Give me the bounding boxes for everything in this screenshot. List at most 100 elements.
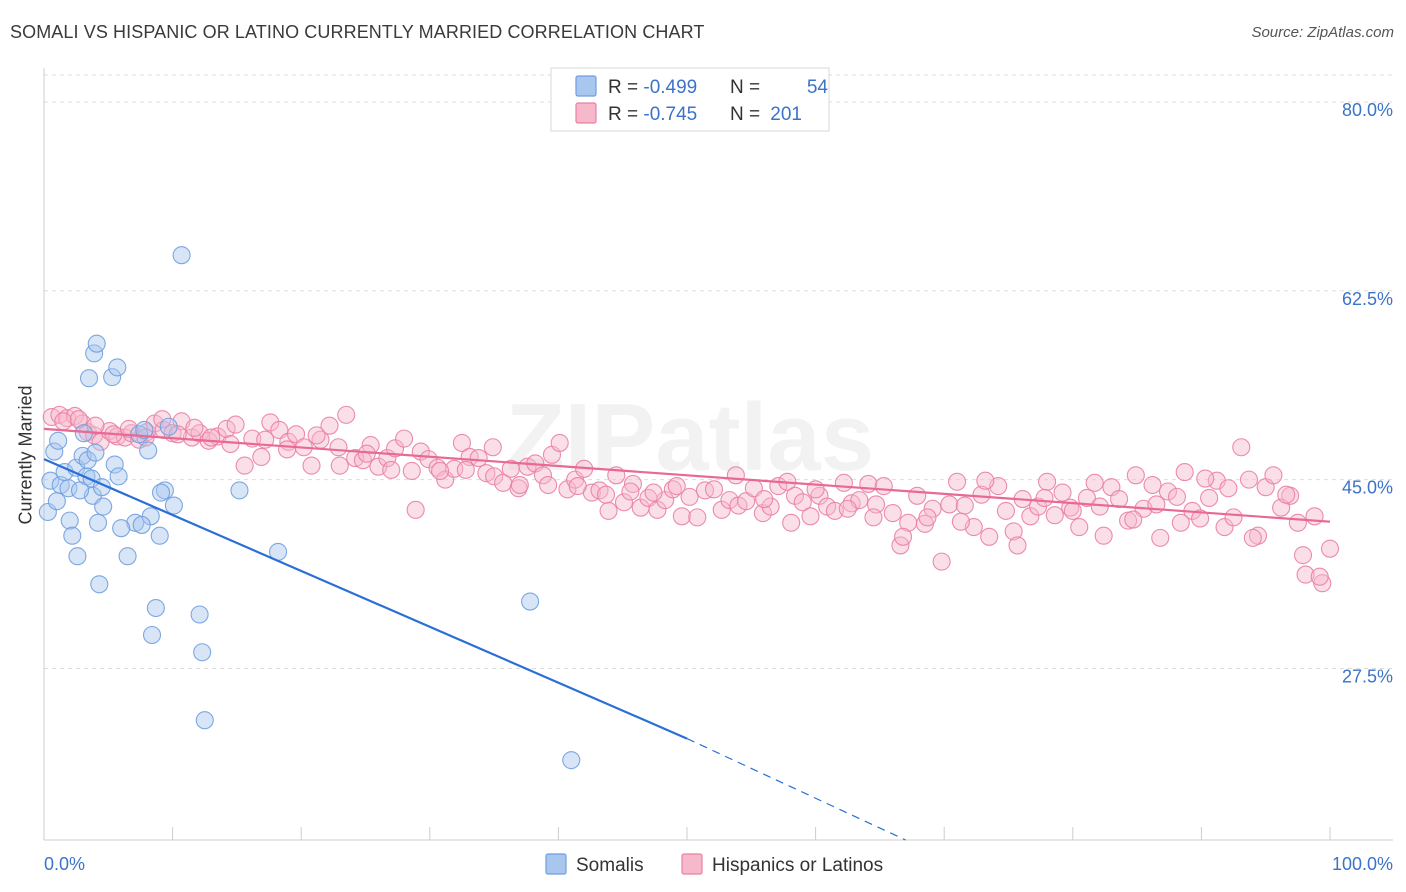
- point-hispanic: [539, 475, 558, 495]
- point-hispanic: [386, 439, 405, 458]
- point-hispanic: [755, 489, 774, 509]
- point-somali: [87, 334, 106, 353]
- point-somali: [60, 511, 79, 530]
- point-hispanic: [1239, 470, 1259, 489]
- point-hispanic: [782, 513, 801, 532]
- point-somali: [135, 420, 154, 440]
- point-somali: [103, 368, 122, 387]
- point-hispanic: [996, 501, 1015, 520]
- point-hispanic: [307, 426, 326, 445]
- point-somali: [195, 711, 214, 730]
- point-hispanic: [621, 482, 640, 501]
- point-hispanic: [672, 507, 691, 526]
- point-hispanic: [1288, 513, 1307, 532]
- point-hispanic: [838, 499, 857, 518]
- point-hispanic: [278, 440, 297, 459]
- point-hispanic: [533, 466, 553, 485]
- bottom-legend-label-somalis: Somalis: [576, 855, 644, 876]
- point-hispanic: [568, 477, 587, 496]
- point-somali: [112, 519, 131, 538]
- point-hispanic: [864, 508, 883, 527]
- point-hispanic: [761, 497, 780, 516]
- point-hispanic: [908, 486, 927, 505]
- point-somali: [70, 481, 90, 500]
- y-tick-label: 45.0%: [1342, 478, 1393, 498]
- point-somali: [118, 547, 137, 566]
- point-hispanic: [667, 477, 686, 496]
- legend-n-label: N =: [730, 104, 760, 125]
- point-hispanic: [1126, 466, 1145, 485]
- point-hispanic: [456, 460, 475, 479]
- y-tick-label: 62.5%: [1342, 289, 1393, 309]
- point-hispanic: [1070, 518, 1089, 537]
- legend-r-value: -0.499: [643, 77, 697, 98]
- point-hispanic: [330, 456, 349, 475]
- point-hispanic: [382, 460, 401, 479]
- grid-lines: [44, 74, 1393, 669]
- legend-swatch-hispanics: [575, 102, 597, 124]
- point-somali: [59, 479, 78, 498]
- point-hispanic: [485, 467, 504, 486]
- point-hispanic: [483, 438, 502, 457]
- point-hispanic: [1215, 518, 1234, 537]
- point-somali: [193, 643, 212, 662]
- point-hispanic: [1021, 507, 1040, 526]
- point-somali: [90, 575, 109, 594]
- point-hispanic: [217, 419, 236, 438]
- point-hispanic: [704, 480, 724, 499]
- point-hispanic: [54, 412, 73, 431]
- x-tick-label: 100.0%: [1332, 854, 1393, 874]
- point-somali: [86, 443, 105, 462]
- point-somali: [159, 417, 178, 436]
- bottom-legend-label-hispanics: Hispanics or Latinos: [712, 855, 883, 876]
- bottom-legend-swatch-somalis: [545, 853, 567, 875]
- chart-source: Source: ZipAtlas.com: [1251, 24, 1394, 41]
- point-hispanic: [153, 410, 172, 429]
- point-hispanic: [1293, 546, 1313, 565]
- point-hispanic: [680, 487, 699, 506]
- point-hispanic: [1305, 507, 1324, 526]
- point-hispanic: [801, 507, 820, 526]
- point-hispanic: [918, 508, 937, 527]
- point-somali: [79, 369, 99, 388]
- svg-text:N =: N =: [730, 77, 760, 98]
- point-somali: [151, 483, 171, 502]
- point-somali: [562, 751, 581, 770]
- point-somali: [142, 625, 162, 645]
- point-hispanic: [1232, 438, 1251, 457]
- point-hispanic: [431, 461, 450, 481]
- trendline-hispanics: [43, 427, 1331, 523]
- trendline-somalis-extension: [686, 738, 906, 841]
- axes: [43, 68, 1393, 841]
- trend-lines: [43, 427, 1331, 841]
- point-hispanic: [469, 448, 488, 468]
- point-somali: [150, 526, 169, 545]
- point-hispanic: [226, 415, 245, 434]
- svg-text:N =: N =: [730, 104, 760, 125]
- point-hispanic: [688, 508, 707, 527]
- legend-box: R = -0.499 N = 54 R = -0.745 N = 201: [550, 67, 830, 132]
- point-somali: [49, 431, 68, 450]
- point-hispanic: [406, 500, 425, 519]
- point-hispanic: [395, 429, 414, 448]
- point-hispanic: [361, 436, 380, 455]
- point-somali: [41, 471, 60, 490]
- legend-n-value: 54: [807, 77, 829, 98]
- point-hispanic: [972, 485, 991, 504]
- point-hispanic: [202, 428, 221, 447]
- point-somali: [45, 442, 64, 461]
- legend-r-label: R =: [608, 104, 643, 125]
- point-somali: [230, 481, 249, 500]
- point-hispanic: [329, 438, 348, 457]
- point-somali: [94, 497, 113, 516]
- point-hispanic: [1063, 501, 1082, 520]
- point-hispanic: [1158, 482, 1178, 501]
- point-hispanic: [337, 405, 356, 424]
- watermark: ZIPatlas: [506, 384, 874, 491]
- point-hispanic: [1296, 565, 1315, 584]
- point-somali: [190, 605, 209, 624]
- point-hispanic: [1243, 528, 1262, 547]
- point-hispanic: [1151, 528, 1170, 547]
- point-hispanic: [980, 527, 999, 546]
- point-hispanic: [1094, 526, 1113, 545]
